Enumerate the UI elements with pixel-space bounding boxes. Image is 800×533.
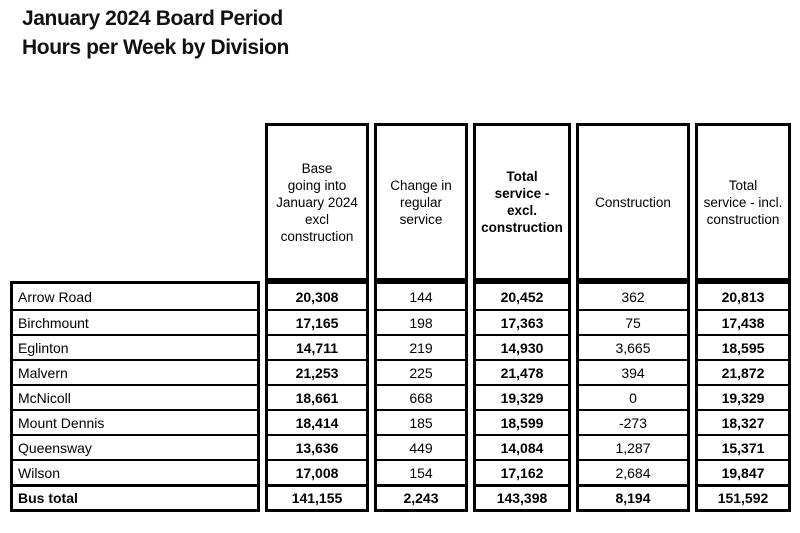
value-cell: 144 (409, 288, 433, 305)
value-cell: 15,371 (698, 434, 788, 459)
value-cell: 19,329 (476, 384, 568, 409)
total-value-cell: 151,592 (698, 484, 788, 509)
value-cell: 17,363 (476, 309, 568, 334)
column-header-base: Base going into January 2024 excl constr… (265, 123, 369, 281)
row-label: Eglinton (13, 334, 257, 359)
column-construction: Construction 362 75 3,665 394 0 -273 1,2… (576, 123, 690, 512)
column-change-body: 144 198 219 225 668 185 449 154 2,243 (374, 281, 468, 512)
page-title-line1: January 2024 Board Period (22, 7, 283, 30)
value-cell: 21,872 (698, 359, 788, 384)
value-cell: 17,162 (476, 459, 568, 484)
value-cell: 21,253 (268, 359, 366, 384)
value-cell: 18,661 (268, 384, 366, 409)
value-cell: 1,287 (579, 434, 687, 459)
row-label: Queensway (13, 434, 257, 459)
value-cell: 21,478 (476, 359, 568, 384)
value-cell: 394 (579, 359, 687, 384)
column-header-construction: Construction (576, 123, 690, 281)
value-cell: 225 (377, 359, 465, 384)
value-cell: 20,813 (721, 288, 765, 305)
value-cell: 14,084 (476, 434, 568, 459)
value-cell: 75 (579, 309, 687, 334)
total-value-cell: 8,194 (579, 484, 687, 509)
column-total-incl-body: 20,813 17,438 18,595 21,872 19,329 18,32… (695, 281, 791, 512)
value-cell: 362 (621, 288, 645, 305)
row-label: McNicoll (13, 384, 257, 409)
value-cell: 219 (377, 334, 465, 359)
row-label: Arrow Road (18, 288, 92, 305)
column-header-total-excl: Total service - excl. construction (473, 123, 571, 281)
value-cell: 19,329 (698, 384, 788, 409)
value-cell: 154 (377, 459, 465, 484)
value-cell: 198 (377, 309, 465, 334)
value-cell: 18,414 (268, 409, 366, 434)
value-cell: 17,008 (268, 459, 366, 484)
value-cell: 2,684 (579, 459, 687, 484)
page-title: January 2024 Board Period Hours per Week … (22, 4, 289, 62)
row-label: Wilson (13, 459, 257, 484)
value-cell: 18,327 (698, 409, 788, 434)
value-cell: 18,595 (698, 334, 788, 359)
value-cell: 13,636 (268, 434, 366, 459)
column-total-incl-construction: Total service - incl. construction 20,81… (695, 123, 791, 512)
column-base-excl-construction: Base going into January 2024 excl constr… (265, 123, 369, 512)
division-column: Arrow Road Birchmount Eglinton Malvern M… (10, 123, 260, 512)
value-cell: 17,165 (268, 309, 366, 334)
value-cell: 449 (377, 434, 465, 459)
column-construction-body: 362 75 3,665 394 0 -273 1,287 2,684 8,19… (576, 281, 690, 512)
value-cell: 185 (377, 409, 465, 434)
hours-per-week-table: Arrow Road Birchmount Eglinton Malvern M… (10, 123, 791, 512)
value-cell: 14,930 (476, 334, 568, 359)
header-spacer (10, 123, 260, 281)
column-total-excl-body: 20,452 17,363 14,930 21,478 19,329 18,59… (473, 281, 571, 512)
column-header-change: Change in regular service (374, 123, 468, 281)
value-cell: 20,452 (500, 288, 544, 305)
column-change-regular-service: Change in regular service 144 198 219 22… (374, 123, 468, 512)
value-cell: 0 (579, 384, 687, 409)
value-cell: 17,438 (698, 309, 788, 334)
value-cell: 20,308 (295, 288, 339, 305)
page-title-line2: Hours per Week by Division (22, 36, 289, 59)
value-cell: 668 (377, 384, 465, 409)
row-label: Birchmount (13, 309, 257, 334)
column-base-body: 20,308 17,165 14,711 21,253 18,661 18,41… (265, 281, 369, 512)
division-column-body: Arrow Road Birchmount Eglinton Malvern M… (10, 281, 260, 512)
column-total-excl-construction: Total service - excl. construction 20,45… (473, 123, 571, 512)
total-value-cell: 143,398 (476, 484, 568, 509)
column-header-total-incl: Total service - incl. construction (695, 123, 791, 281)
value-cell: 14,711 (268, 334, 366, 359)
row-label-total: Bus total (13, 484, 257, 509)
row-label: Mount Dennis (13, 409, 257, 434)
total-value-cell: 2,243 (377, 484, 465, 509)
value-cell: 3,665 (579, 334, 687, 359)
value-cell: 18,599 (476, 409, 568, 434)
total-value-cell: 141,155 (268, 484, 366, 509)
row-label: Malvern (13, 359, 257, 384)
value-cell: 19,847 (698, 459, 788, 484)
value-cell: -273 (579, 409, 687, 434)
